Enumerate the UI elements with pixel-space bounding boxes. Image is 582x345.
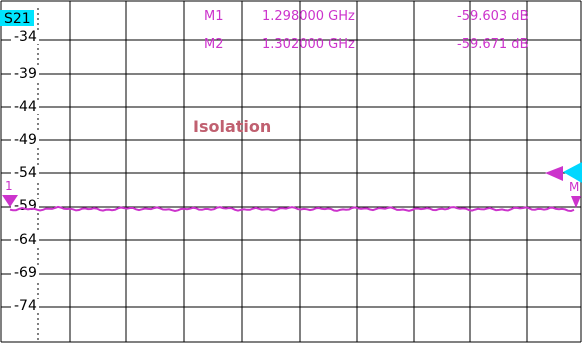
marker-name-m2: M2	[204, 37, 224, 52]
marker-readout-m2: M2 1.302000 GHz -59.671 dB	[204, 37, 528, 52]
y-tick-label: -74	[14, 298, 37, 314]
plot-title: Isolation	[193, 117, 271, 136]
y-tick-label: -34	[14, 29, 37, 45]
y-tick-label: -39	[14, 66, 37, 82]
y-tick-label: -44	[14, 99, 37, 115]
y-tick-label: -69	[14, 265, 37, 281]
y-tick-label: -64	[14, 232, 37, 248]
tick-bg-39	[11, 67, 39, 81]
left-marker-icon	[2, 195, 18, 207]
marker-frequency-m2: 1.302000 GHz	[262, 37, 355, 52]
marker-value-m1: -59.603 dB	[457, 9, 528, 24]
tick-bg-54	[11, 166, 39, 180]
tick-bg-34	[11, 30, 39, 44]
trace-label-box: S21	[0, 10, 34, 27]
tick-bg-69	[11, 266, 39, 280]
marker-value-m2: -59.671 dB	[457, 37, 528, 52]
left-marker-label: 1	[5, 179, 13, 193]
trace-line	[9, 205, 575, 213]
trace-label: S21	[4, 11, 31, 27]
trace-label-background	[0, 10, 34, 26]
y-tick-label: -49	[14, 132, 37, 148]
left-reference-marker: 1	[2, 179, 18, 207]
marker-readouts: M1 1.298000 GHz -59.603 dB M2 1.302000 G…	[204, 9, 528, 52]
y-tick-label: -59	[14, 198, 37, 214]
tick-bg-74	[11, 299, 39, 313]
tick-bg-49	[11, 133, 39, 147]
right-marker-cyan-icon	[563, 162, 582, 183]
marker-readout-m1: M1 1.298000 GHz -59.603 dB	[204, 9, 528, 24]
y-axis-tick-labels: -34 -39 -44 -49 -54 -59 -64 -69 -74	[11, 29, 39, 314]
marker-frequency-m1: 1.298000 GHz	[262, 9, 355, 24]
right-marker-label: M	[569, 180, 579, 194]
tick-bg-64	[11, 233, 39, 247]
tick-bg-44	[11, 100, 39, 114]
right-marker-icon	[571, 196, 581, 208]
marker-name-m1: M1	[204, 9, 224, 24]
y-tick-label: -54	[14, 165, 37, 181]
right-marker-arrow-icon	[545, 166, 563, 181]
right-reference-markers: M	[545, 162, 582, 208]
